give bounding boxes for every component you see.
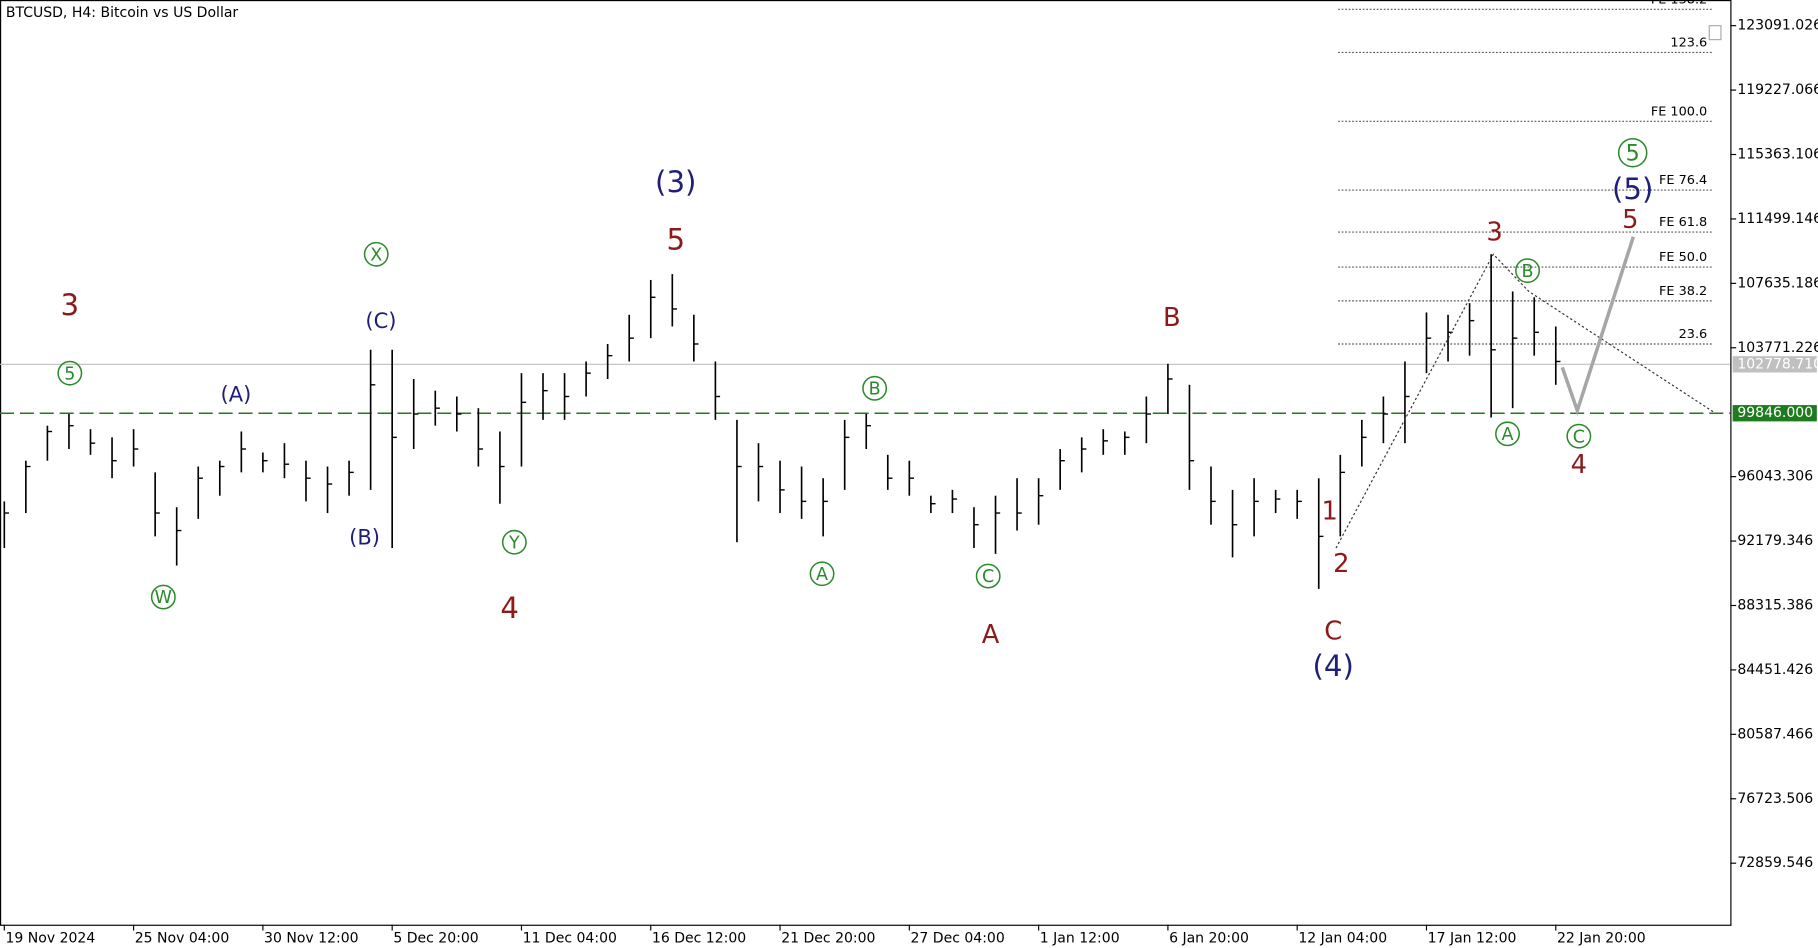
wave-label: (C): [365, 308, 396, 333]
wave-label: (5): [1612, 172, 1653, 206]
wave-label: A: [1502, 425, 1514, 445]
y-tick-label: 92179.346: [1737, 533, 1813, 549]
y-tick-label: 76723.506: [1737, 791, 1813, 807]
chart-title: BTCUSD, H4: Bitcoin vs US Dollar: [6, 5, 239, 21]
fib-label: FE 50.0: [1659, 250, 1707, 265]
y-tick-label: 72859.546: [1737, 855, 1813, 871]
x-tick-label: 5 Dec 20:00: [393, 931, 478, 947]
wave-label: 1: [1322, 496, 1338, 526]
y-tick-label: 119227.066: [1737, 82, 1818, 98]
plot-frame: [0, 0, 1732, 926]
x-tick-label: 16 Dec 12:00: [652, 931, 746, 947]
wave-label: (3): [655, 165, 696, 199]
wave-label: A: [982, 620, 1000, 650]
price-tag: [1732, 356, 1817, 373]
fib-label: FE 61.8: [1659, 215, 1707, 230]
x-tick-label: 6 Jan 20:00: [1169, 931, 1249, 947]
wave-label: 5: [666, 222, 685, 256]
wave-circle: [862, 375, 888, 401]
wave-label: (4): [1312, 649, 1353, 683]
wave-label: X: [370, 245, 382, 265]
x-tick-label: 11 Dec 04:00: [523, 931, 617, 947]
price-tag: [1732, 405, 1817, 422]
wave-circle: [975, 563, 1001, 589]
wave-label: B: [1522, 262, 1534, 282]
wave-label: (A): [221, 381, 252, 406]
fib-label: FE 100.0: [1651, 104, 1707, 119]
fib-label: FE 138.2: [1651, 0, 1707, 7]
x-tick-label: 1 Jan 12:00: [1040, 931, 1120, 947]
y-tick-label: 115363.106: [1737, 147, 1818, 163]
wave-label: (B): [349, 525, 380, 550]
wave-circle: [501, 529, 527, 555]
x-tick-label: 19 Nov 2024: [5, 931, 95, 947]
price-tag-label: 99846.000: [1737, 405, 1813, 421]
fib-label: FE 38.2: [1659, 284, 1707, 299]
y-tick-label: 123091.026: [1737, 18, 1818, 34]
wave-circle: [1617, 137, 1648, 168]
wave-label: 4: [500, 591, 519, 625]
y-tick-label: 107635.186: [1737, 275, 1818, 291]
wave-label: 5: [1622, 205, 1638, 235]
y-tick-label: 103771.226: [1737, 340, 1818, 356]
wave-label: 5: [1626, 140, 1640, 166]
wave-label: C: [1324, 617, 1342, 647]
x-tick-label: 27 Dec 04:00: [911, 931, 1005, 947]
y-tick-label: 80587.466: [1737, 726, 1813, 742]
wave-label: C: [1573, 427, 1585, 447]
wave-label: B: [1163, 303, 1181, 333]
y-tick-label: 111499.146: [1737, 211, 1818, 227]
settings-icon[interactable]: [1708, 25, 1722, 41]
wave-label: C: [982, 567, 994, 587]
projection: [1560, 236, 1636, 417]
x-tick-label: 21 Dec 20:00: [781, 931, 875, 947]
wave-label: 4: [1571, 450, 1587, 480]
wave-circle: [150, 584, 176, 610]
wave-circle: [1566, 423, 1592, 449]
wave-label: 2: [1333, 549, 1349, 579]
x-tick-label: 30 Nov 12:00: [264, 931, 359, 947]
wave-label: B: [869, 380, 881, 400]
wave-circle: [57, 360, 83, 386]
wave-circle: [1495, 421, 1520, 447]
y-tick-label: 84451.426: [1737, 662, 1813, 678]
wave-circle: [363, 241, 389, 267]
x-tick-label: 25 Nov 04:00: [135, 931, 230, 947]
wave-label: 3: [61, 288, 80, 322]
y-tick-label: 96043.306: [1737, 469, 1813, 485]
x-tick-label: 22 Jan 20:00: [1557, 931, 1646, 947]
fib-label: 23.6: [1679, 327, 1708, 342]
fib-label: FE 76.4: [1659, 173, 1707, 188]
wave-label: A: [816, 565, 828, 585]
y-tick-label: 88315.386: [1737, 598, 1813, 614]
wave-label: Y: [508, 533, 520, 553]
x-tick-label: 17 Jan 12:00: [1428, 931, 1517, 947]
wave-label: W: [155, 588, 172, 608]
x-tick-label: 12 Jan 04:00: [1298, 931, 1387, 947]
price-tag-label: 102778.710: [1737, 356, 1818, 372]
fib-label: 123.6: [1670, 36, 1707, 51]
wave-circle: [809, 561, 835, 587]
wave-label: 5: [64, 364, 75, 384]
wave-label: 3: [1486, 218, 1502, 248]
wave-circle: [1515, 258, 1540, 284]
